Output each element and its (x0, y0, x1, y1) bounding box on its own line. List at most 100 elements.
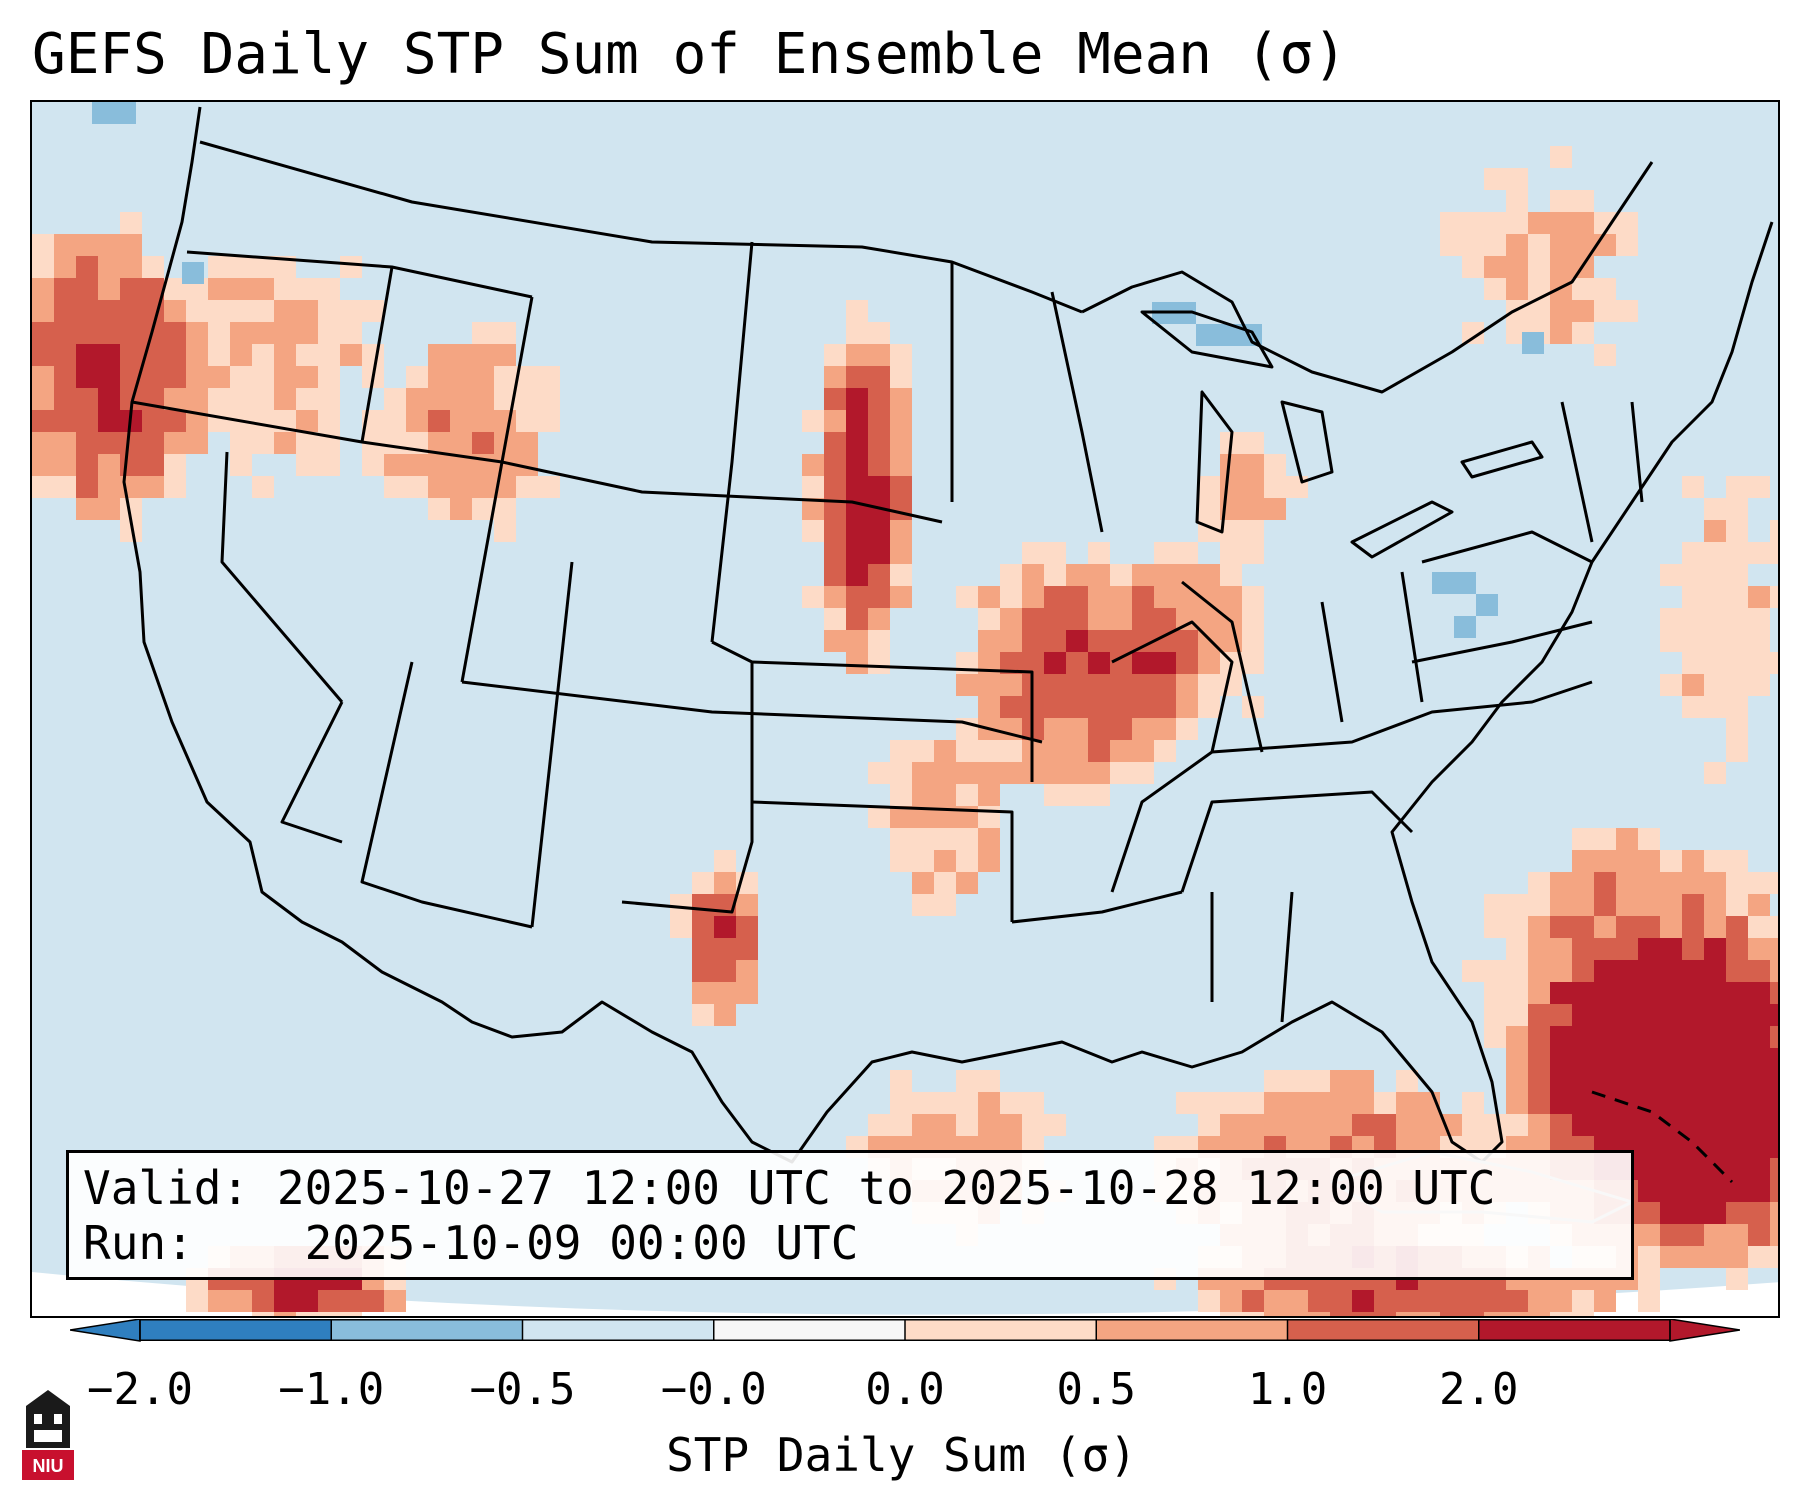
anomaly-cell (846, 344, 868, 366)
anomaly-cell (1088, 674, 1110, 696)
anomaly-cell (1044, 652, 1066, 674)
anomaly-cell (54, 234, 76, 256)
anomaly-cell (1682, 960, 1704, 982)
anomaly-cell (1704, 1224, 1726, 1246)
anomaly-cell (1748, 608, 1770, 630)
anomaly-cell (1594, 1048, 1616, 1070)
anomaly-cell (1528, 1070, 1550, 1092)
anomaly-cell (1660, 894, 1682, 916)
anomaly-cell (1726, 498, 1748, 520)
anomaly-cell (1066, 718, 1088, 740)
anomaly-cell (1044, 542, 1066, 564)
anomaly-cell (978, 608, 1000, 630)
anomaly-cell (868, 1114, 890, 1136)
anomaly-cell (1616, 960, 1638, 982)
anomaly-cell (1748, 1246, 1770, 1268)
anomaly-cell (824, 630, 846, 652)
anomaly-cell (890, 850, 912, 872)
anomaly-cell (1704, 916, 1726, 938)
anomaly-cell (1154, 586, 1176, 608)
anomaly-cell (120, 300, 142, 322)
anomaly-cell (1726, 476, 1748, 498)
anomaly-cell (1484, 1290, 1506, 1312)
anomaly-cell (1682, 872, 1704, 894)
anomaly-cell (1000, 674, 1022, 696)
anomaly-cell (450, 410, 472, 432)
anomaly-cell (1440, 212, 1462, 234)
colorbar-tick-label: 0.5 (1056, 1364, 1136, 1415)
anomaly-cell (98, 366, 120, 388)
anomaly-cell (1484, 168, 1506, 190)
anomaly-cell (208, 344, 230, 366)
anomaly-cell (1704, 850, 1726, 872)
anomaly-cell (1660, 608, 1682, 630)
anomaly-cell (1440, 1114, 1462, 1136)
anomaly-cell (1066, 696, 1088, 718)
anomaly-cell (76, 322, 98, 344)
anomaly-cell (1682, 894, 1704, 916)
anomaly-cell (1660, 1070, 1682, 1092)
anomaly-cell (450, 476, 472, 498)
anomaly-cell (1220, 1312, 1242, 1316)
anomaly-cell (1638, 1026, 1660, 1048)
anomaly-cell (1088, 740, 1110, 762)
anomaly-cell (1132, 630, 1154, 652)
anomaly-cell (98, 498, 120, 520)
lake-ontario (1460, 440, 1544, 479)
anomaly-cell (164, 322, 186, 344)
anomaly-cell (538, 476, 560, 498)
anomaly-cell (252, 256, 274, 278)
anomaly-cell (890, 366, 912, 388)
anomaly-cell (1682, 542, 1704, 564)
anomaly-cell (1484, 960, 1506, 982)
anomaly-cell (252, 1290, 274, 1312)
anomaly-cell (1528, 982, 1550, 1004)
anomaly-cell (1660, 1026, 1682, 1048)
anomaly-cell (824, 542, 846, 564)
anomaly-cell (274, 256, 296, 278)
anomaly-cell (1154, 564, 1176, 586)
anomaly-cell (296, 322, 318, 344)
anomaly-cell (1704, 1026, 1726, 1048)
anomaly-cell (32, 476, 54, 498)
anomaly-cell (1726, 564, 1748, 586)
anomaly-cell (868, 388, 890, 410)
anomaly-cell (1220, 586, 1242, 608)
anomaly-cell (406, 388, 428, 410)
anomaly-cell (406, 366, 428, 388)
anomaly-cell (1440, 234, 1462, 256)
anomaly-cell (1154, 542, 1176, 564)
anomaly-cell (1726, 850, 1748, 872)
anomaly-cell (824, 410, 846, 432)
anomaly-cell (1506, 894, 1528, 916)
anomaly-cell (802, 520, 824, 542)
anomaly-cell (1704, 630, 1726, 652)
anomaly-cell (450, 432, 472, 454)
anomaly-cell (1550, 1026, 1572, 1048)
anomaly-cell (252, 410, 274, 432)
state-line (1411, 620, 1593, 664)
anomaly-cell (516, 388, 538, 410)
anomaly-cell (956, 872, 978, 894)
anomaly-cell (1572, 234, 1594, 256)
anomaly-cell (1770, 938, 1778, 960)
anomaly-cell (1418, 1312, 1440, 1316)
colorbar-label: STP Daily Sum (σ) (666, 1428, 1137, 1482)
anomaly-cell (120, 256, 142, 278)
anomaly-cell (1616, 212, 1638, 234)
anomaly-cell (1044, 630, 1066, 652)
anomaly-cell (1220, 1290, 1242, 1312)
anomaly-cell (978, 762, 1000, 784)
anomaly-cell (890, 828, 912, 850)
anomaly-cell (1660, 872, 1682, 894)
anomaly-cell (252, 366, 274, 388)
anomaly-cell (1528, 1048, 1550, 1070)
anomaly-cell (1638, 916, 1660, 938)
state-line (710, 241, 754, 643)
anomaly-cell (934, 1114, 956, 1136)
anomaly-cell (450, 344, 472, 366)
anomaly-cell (1462, 212, 1484, 234)
anomaly-cell (1550, 916, 1572, 938)
anomaly-cell (912, 784, 934, 806)
anomaly-cell (164, 300, 186, 322)
